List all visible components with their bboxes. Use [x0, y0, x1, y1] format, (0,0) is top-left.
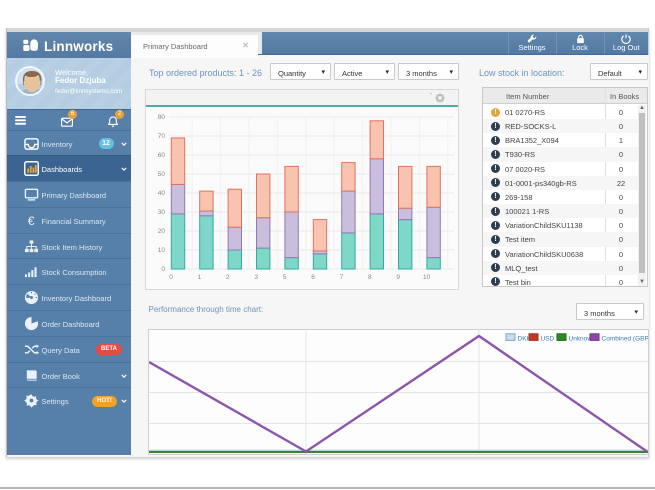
svg-text:2: 2 — [226, 274, 230, 281]
svg-text:3: 3 — [254, 274, 258, 281]
svg-text:DKK: DKK — [518, 335, 532, 342]
svg-text:9: 9 — [396, 274, 400, 281]
svg-text:70: 70 — [158, 133, 166, 140]
svg-text:1: 1 — [198, 274, 202, 281]
svg-text:5: 5 — [283, 274, 287, 281]
svg-text:0: 0 — [169, 274, 173, 281]
svg-text:80: 80 — [158, 114, 166, 121]
svg-text:10: 10 — [423, 274, 431, 281]
svg-text:40: 40 — [158, 190, 166, 197]
svg-text:7: 7 — [340, 274, 344, 281]
svg-text:Combined (GBP): Combined (GBP) — [602, 335, 649, 342]
svg-text:6: 6 — [311, 274, 315, 281]
svg-text:10: 10 — [158, 247, 166, 254]
svg-text:Unknown: Unknown — [569, 335, 596, 342]
svg-text:20: 20 — [158, 228, 166, 235]
svg-text:USD: USD — [541, 335, 555, 342]
svg-text:50: 50 — [158, 171, 166, 178]
svg-text:€: € — [28, 214, 35, 228]
svg-text:30: 30 — [158, 209, 166, 216]
svg-text:0: 0 — [161, 266, 165, 273]
svg-text:60: 60 — [158, 152, 166, 159]
svg-text:8: 8 — [368, 274, 372, 281]
